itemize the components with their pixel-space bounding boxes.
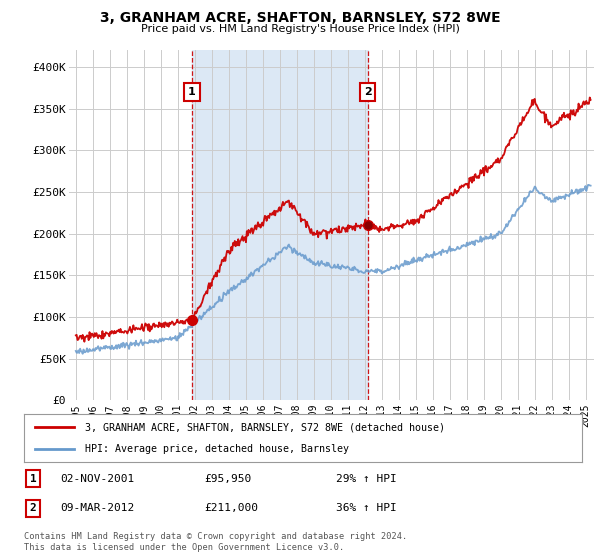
Text: 09-MAR-2012: 09-MAR-2012 <box>60 503 134 514</box>
Text: 1: 1 <box>29 474 37 484</box>
Text: £95,950: £95,950 <box>204 474 251 484</box>
Text: 2: 2 <box>29 503 37 514</box>
Text: 02-NOV-2001: 02-NOV-2001 <box>60 474 134 484</box>
Text: 3, GRANHAM ACRE, SHAFTON, BARNSLEY, S72 8WE (detached house): 3, GRANHAM ACRE, SHAFTON, BARNSLEY, S72 … <box>85 422 445 432</box>
Text: 3, GRANHAM ACRE, SHAFTON, BARNSLEY, S72 8WE: 3, GRANHAM ACRE, SHAFTON, BARNSLEY, S72 … <box>100 11 500 25</box>
Bar <box>192 50 368 400</box>
Text: 36% ↑ HPI: 36% ↑ HPI <box>336 503 397 514</box>
Text: 29% ↑ HPI: 29% ↑ HPI <box>336 474 397 484</box>
Text: 1: 1 <box>188 87 196 97</box>
Text: Contains HM Land Registry data © Crown copyright and database right 2024.: Contains HM Land Registry data © Crown c… <box>24 532 407 541</box>
Text: 2: 2 <box>364 87 371 97</box>
Text: Price paid vs. HM Land Registry's House Price Index (HPI): Price paid vs. HM Land Registry's House … <box>140 24 460 34</box>
Text: This data is licensed under the Open Government Licence v3.0.: This data is licensed under the Open Gov… <box>24 543 344 552</box>
Text: £211,000: £211,000 <box>204 503 258 514</box>
Text: HPI: Average price, detached house, Barnsley: HPI: Average price, detached house, Barn… <box>85 444 349 454</box>
